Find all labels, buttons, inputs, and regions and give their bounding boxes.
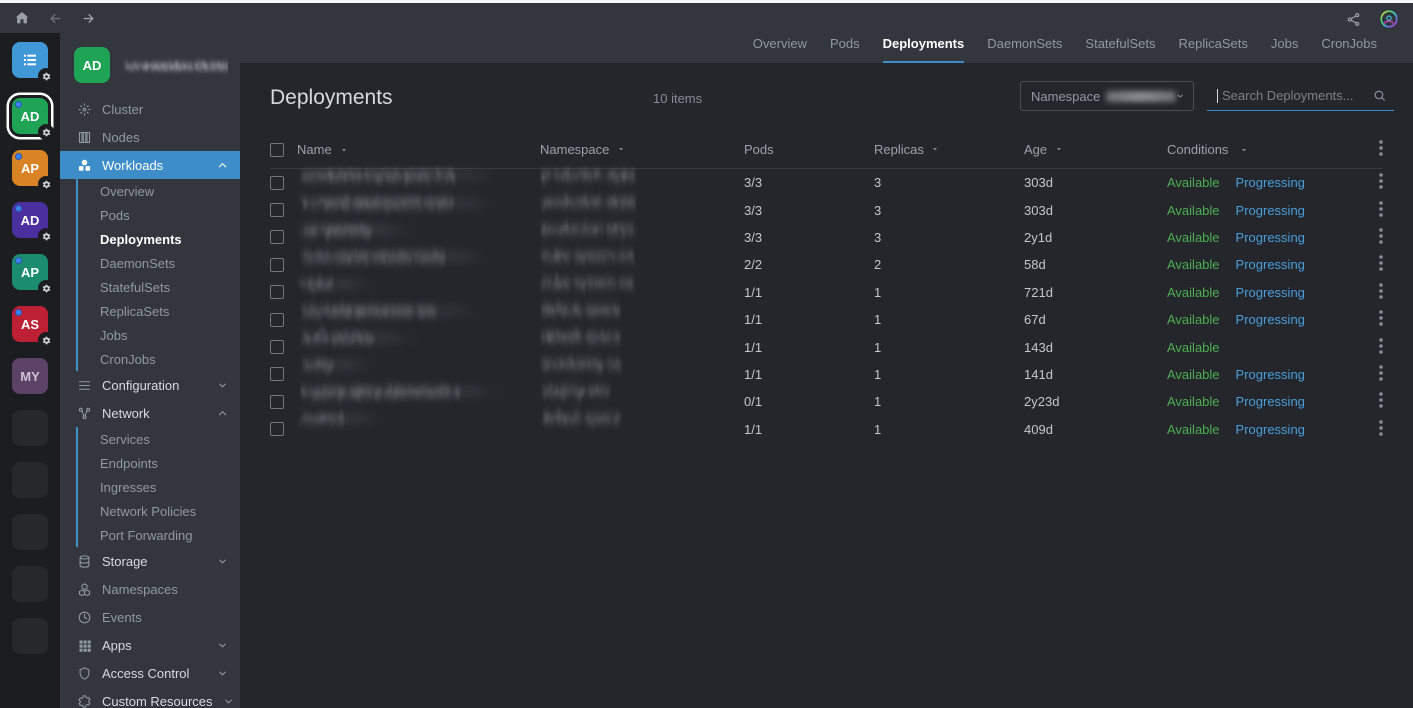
svg-text:Administration Cluster: Administration Cluster (121, 59, 227, 71)
